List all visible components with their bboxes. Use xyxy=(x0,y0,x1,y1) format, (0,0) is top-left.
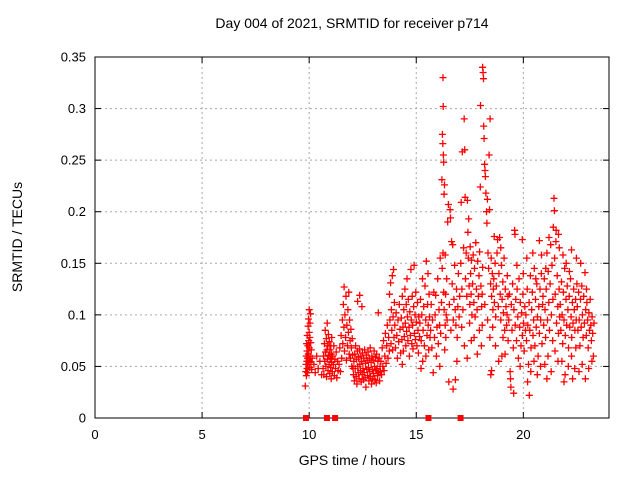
y-tick-label: 0.35 xyxy=(61,50,86,65)
x-tick-label: 5 xyxy=(198,427,205,442)
x-tick-label: 20 xyxy=(516,427,530,442)
y-tick-label: 0.05 xyxy=(61,359,86,374)
x-tick-label: 0 xyxy=(91,427,98,442)
data-points-zero-flags xyxy=(457,415,464,421)
data-points-zero-flags xyxy=(332,415,339,421)
y-tick-label: 0.25 xyxy=(61,153,86,168)
y-tick-label: 0.1 xyxy=(68,307,86,322)
data-points-zero-flags xyxy=(425,415,432,421)
y-tick-label: 0.2 xyxy=(68,204,86,219)
chart-title: Day 004 of 2021, SRMTID for receiver p71… xyxy=(215,15,489,31)
x-tick-label: 10 xyxy=(302,427,316,442)
y-axis-label: SRMTID / TECUs xyxy=(9,181,25,293)
y-tick-label: 0.3 xyxy=(68,101,86,116)
data-points-zero-flags xyxy=(302,415,309,421)
x-tick-label: 15 xyxy=(409,427,423,442)
y-tick-label: 0 xyxy=(79,411,86,426)
data-points-srmtid xyxy=(301,63,598,399)
data-points-zero-flags xyxy=(323,415,330,421)
x-axis-label: GPS time / hours xyxy=(298,452,406,468)
y-tick-label: 0.15 xyxy=(61,256,86,271)
